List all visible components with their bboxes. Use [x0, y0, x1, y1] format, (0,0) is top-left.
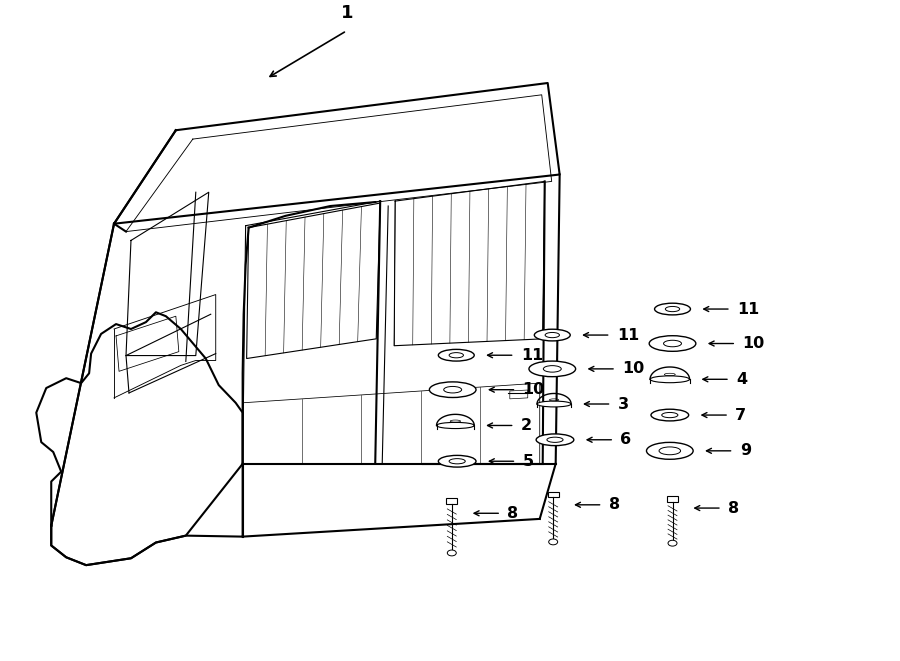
- Ellipse shape: [547, 437, 563, 442]
- Text: 7: 7: [735, 408, 746, 422]
- Text: 8: 8: [728, 500, 739, 516]
- Text: 9: 9: [740, 444, 751, 458]
- Text: 10: 10: [523, 382, 544, 397]
- Ellipse shape: [447, 550, 456, 556]
- Text: 3: 3: [617, 397, 629, 412]
- Ellipse shape: [438, 455, 476, 467]
- Ellipse shape: [651, 409, 688, 421]
- Text: 2: 2: [521, 418, 532, 433]
- Ellipse shape: [650, 376, 689, 383]
- Ellipse shape: [444, 387, 462, 393]
- Ellipse shape: [449, 459, 465, 464]
- Ellipse shape: [536, 434, 574, 446]
- Ellipse shape: [535, 329, 571, 341]
- Ellipse shape: [663, 340, 681, 347]
- Ellipse shape: [449, 352, 464, 358]
- Text: 4: 4: [736, 371, 747, 387]
- Ellipse shape: [649, 336, 696, 351]
- Ellipse shape: [429, 382, 476, 397]
- Polygon shape: [446, 498, 457, 504]
- Polygon shape: [667, 496, 678, 502]
- Polygon shape: [548, 492, 559, 497]
- Ellipse shape: [544, 366, 562, 372]
- Text: 11: 11: [737, 301, 760, 317]
- Text: 11: 11: [521, 348, 543, 363]
- Ellipse shape: [436, 422, 474, 428]
- Ellipse shape: [537, 401, 572, 407]
- Ellipse shape: [662, 412, 678, 418]
- Ellipse shape: [659, 447, 680, 455]
- Ellipse shape: [665, 307, 680, 311]
- Text: 8: 8: [508, 506, 518, 521]
- Ellipse shape: [545, 332, 560, 338]
- Text: 6: 6: [620, 432, 632, 447]
- Text: 10: 10: [742, 336, 765, 351]
- Ellipse shape: [654, 303, 690, 315]
- Text: 8: 8: [608, 497, 620, 512]
- Ellipse shape: [529, 361, 576, 377]
- Ellipse shape: [549, 539, 558, 545]
- Ellipse shape: [646, 442, 693, 459]
- Text: 5: 5: [523, 453, 534, 469]
- Text: 10: 10: [622, 362, 644, 376]
- Ellipse shape: [668, 540, 677, 546]
- Text: 1: 1: [340, 4, 353, 22]
- Ellipse shape: [438, 350, 474, 361]
- Text: 11: 11: [616, 328, 639, 342]
